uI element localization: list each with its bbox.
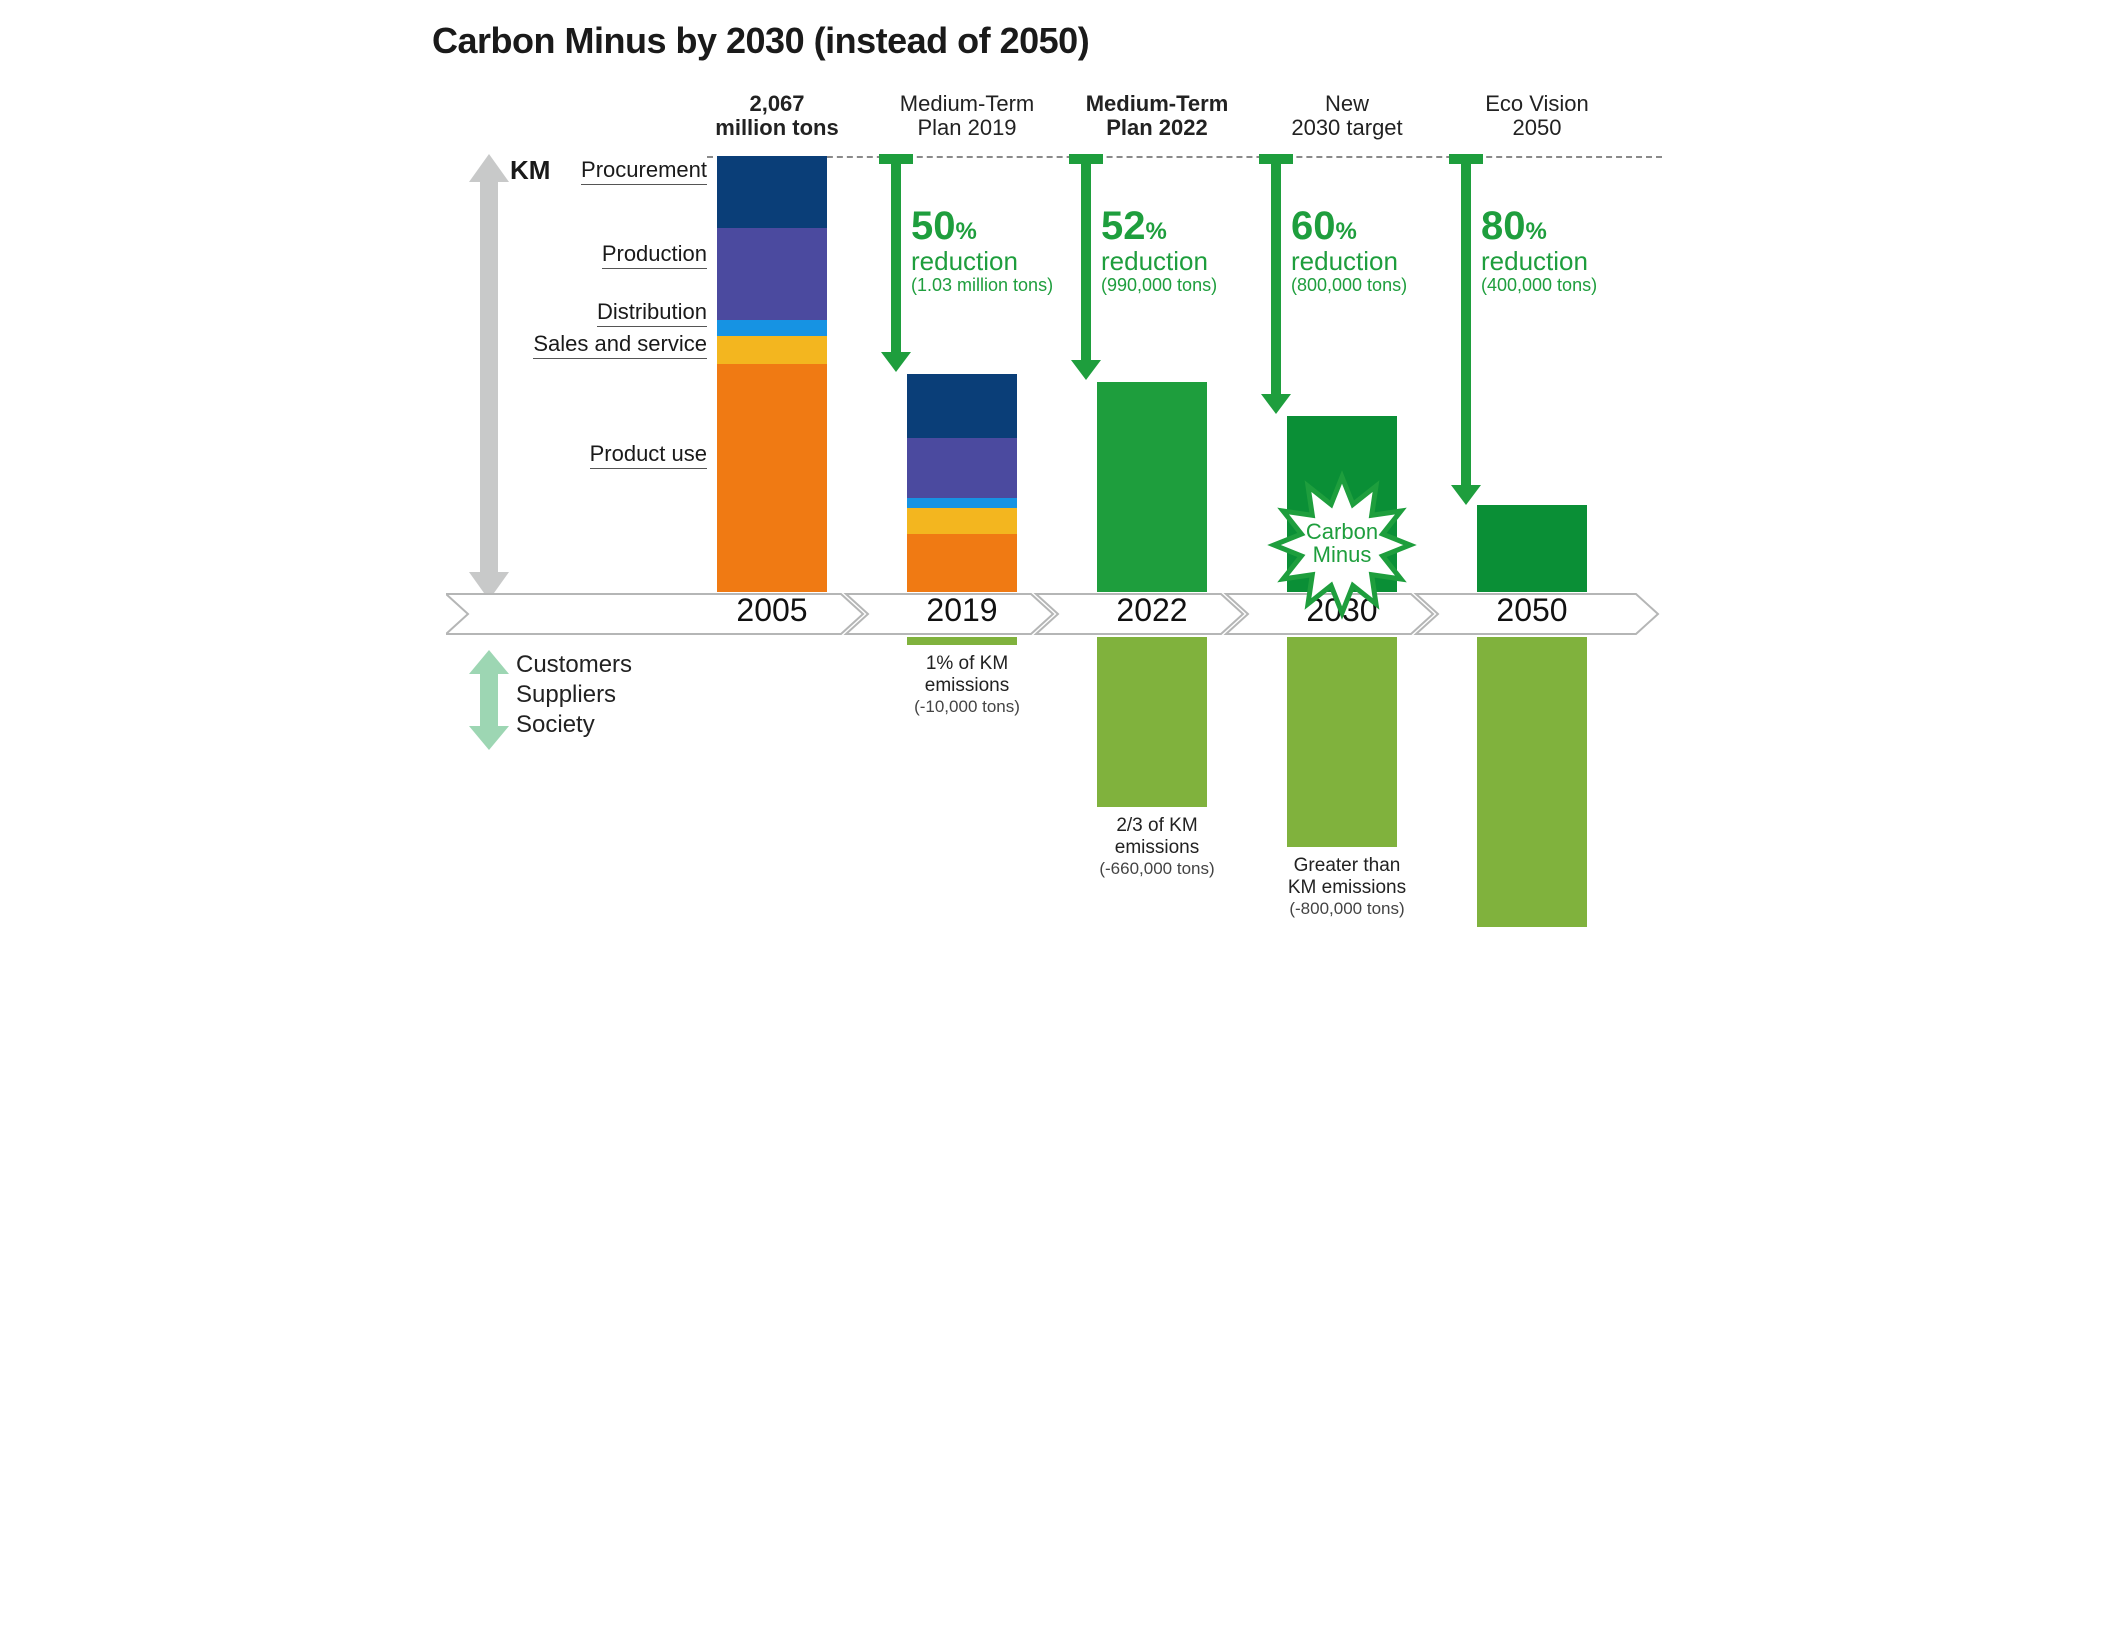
reduction-label: 50%reduction(1.03 million tons) (911, 206, 1053, 294)
offset-bar-2030 (1287, 637, 1397, 847)
bar-segment (717, 320, 827, 336)
stakeholder-customers: Customers (516, 650, 632, 680)
reduction-arrow (1081, 158, 1091, 362)
bar-segment (1097, 382, 1207, 592)
reduction-arrow (891, 158, 901, 354)
bar-segment (1477, 505, 1587, 592)
carbon-minus-label: CarbonMinus (1267, 520, 1417, 566)
offset-bar-2019 (907, 637, 1017, 645)
year-label: 2050 (1472, 592, 1592, 629)
segment-label: Procurement (581, 158, 707, 185)
reduction-arrow (1271, 158, 1281, 396)
year-label: 2005 (712, 592, 832, 629)
segment-label: Distribution (597, 300, 707, 327)
chart-title: Carbon Minus by 2030 (instead of 2050) (432, 20, 1672, 62)
bar-segment (907, 508, 1017, 534)
year-label: 2022 (1092, 592, 1212, 629)
column-header: New2030 target (1257, 92, 1437, 140)
bar-segment (907, 438, 1017, 498)
offset-caption: 1% of KMemissions(-10,000 tons) (882, 653, 1052, 716)
bar-segment (717, 364, 827, 592)
reduction-label: 52%reduction(990,000 tons) (1101, 206, 1217, 294)
reduction-label: 80%reduction(400,000 tons) (1481, 206, 1597, 294)
km-label: KM (510, 155, 550, 186)
column-header: Medium-TermPlan 2019 (877, 92, 1057, 140)
baseline-dashed-line (707, 156, 1662, 158)
segment-label: Product use (590, 442, 707, 469)
reduction-arrow (1461, 158, 1471, 487)
offset-caption: Greater thanKM emissions(-800,000 tons) (1262, 855, 1432, 918)
reduction-label: 60%reduction(800,000 tons) (1291, 206, 1407, 294)
offset-caption: 2/3 of KMemissions(-660,000 tons) (1072, 815, 1242, 878)
society-arrow-down (469, 726, 509, 750)
column-header: 2,067million tons (687, 92, 867, 140)
bar-segment (717, 336, 827, 364)
stakeholder-society: Society (516, 710, 632, 740)
stakeholder-suppliers: Suppliers (516, 680, 632, 710)
emissions-bar-2005 (717, 156, 827, 592)
bar-segment (717, 228, 827, 320)
bar-segment (907, 374, 1017, 438)
chart-canvas: KM Procurement Production Distribution Sale… (432, 82, 1672, 932)
column-header: Medium-TermPlan 2022 (1067, 92, 1247, 140)
offset-bar-2050 (1477, 637, 1587, 927)
emissions-bar-2019 (907, 374, 1017, 592)
emissions-bar-2022 (1097, 382, 1207, 592)
stakeholder-labels: Customers Suppliers Society (516, 650, 632, 740)
segment-label: Production (602, 242, 707, 269)
bar-segment (717, 156, 827, 228)
bar-segment (907, 534, 1017, 592)
offset-bar-2022 (1097, 637, 1207, 807)
society-arrow-shaft (480, 670, 498, 730)
segment-label: Sales and service (533, 332, 707, 359)
year-label: 2019 (902, 592, 1022, 629)
km-arrow-shaft (480, 177, 498, 577)
emissions-bar-2050 (1477, 505, 1587, 592)
column-header: Eco Vision2050 (1447, 92, 1627, 140)
bar-segment (907, 498, 1017, 508)
